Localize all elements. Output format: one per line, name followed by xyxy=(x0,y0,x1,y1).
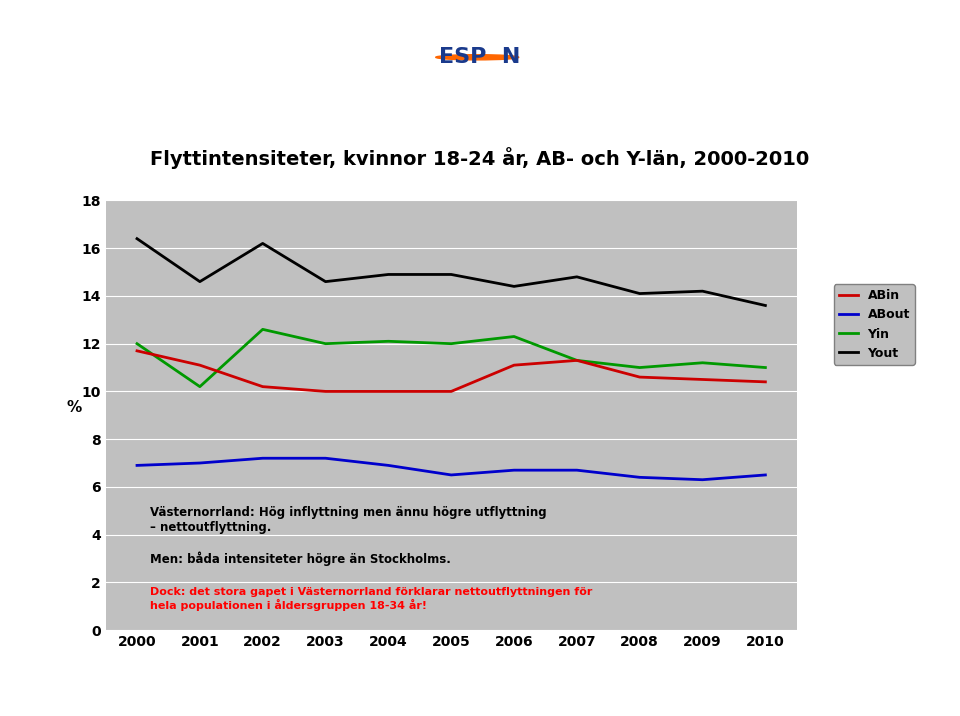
Yout xyxy=(132,234,143,243)
Yin xyxy=(383,337,395,346)
ABin xyxy=(445,387,457,396)
ABin xyxy=(194,361,205,369)
Yout xyxy=(445,270,457,279)
ABin xyxy=(320,387,331,396)
Yout xyxy=(257,239,269,248)
Yout xyxy=(697,287,708,296)
ABin xyxy=(132,347,143,355)
Yin xyxy=(194,382,205,391)
Yin xyxy=(257,325,269,334)
Yin xyxy=(634,363,645,372)
Text: ESP  N: ESP N xyxy=(440,47,520,67)
Yout xyxy=(320,277,331,286)
ABin xyxy=(257,382,269,391)
Y-axis label: %: % xyxy=(67,400,83,415)
Text: Dock: det stora gapet i Västernorrland förklarar nettoutflyttningen för
hela pop: Dock: det stora gapet i Västernorrland f… xyxy=(150,587,592,611)
Yout xyxy=(571,273,583,281)
Yout xyxy=(383,270,395,279)
ABout xyxy=(194,459,205,468)
Text: Flyttintensiteter, kvinnor 18-24 år, AB- och Y-län, 2000-2010: Flyttintensiteter, kvinnor 18-24 år, AB-… xyxy=(151,147,809,168)
Text: Men: båda intensiteter högre än Stockholms.: Men: båda intensiteter högre än Stockhol… xyxy=(150,551,450,566)
ABin xyxy=(759,377,771,386)
ABout xyxy=(445,470,457,479)
Line: ABin: ABin xyxy=(137,351,765,392)
Yout xyxy=(634,289,645,298)
Yin xyxy=(132,339,143,348)
ABout xyxy=(697,475,708,484)
Line: ABout: ABout xyxy=(137,458,765,480)
ABout xyxy=(634,473,645,482)
Yin xyxy=(320,339,331,348)
ABin xyxy=(508,361,519,369)
Line: Yin: Yin xyxy=(137,329,765,387)
ABin xyxy=(383,387,395,396)
Yin xyxy=(571,356,583,364)
Yin xyxy=(697,359,708,367)
Yin xyxy=(759,363,771,372)
ABin xyxy=(697,375,708,384)
ABout xyxy=(759,470,771,479)
Line: Yout: Yout xyxy=(137,238,765,306)
Yout xyxy=(759,301,771,310)
Text: Västernorrland: Hög inflyttning men ännu högre utflyttning
– nettoutflyttning.: Västernorrland: Hög inflyttning men ännu… xyxy=(150,506,546,534)
ABin xyxy=(571,356,583,364)
ABout xyxy=(571,466,583,475)
Circle shape xyxy=(436,54,518,60)
ABout xyxy=(508,466,519,475)
Yin xyxy=(508,332,519,341)
Legend: ABin, ABout, Yin, Yout: ABin, ABout, Yin, Yout xyxy=(834,284,915,365)
ABout xyxy=(320,454,331,463)
Yout xyxy=(508,282,519,291)
Yout xyxy=(194,277,205,286)
ABout xyxy=(383,461,395,470)
ABout xyxy=(132,461,143,470)
ABin xyxy=(634,373,645,382)
Yin xyxy=(445,339,457,348)
ABout xyxy=(257,454,269,463)
